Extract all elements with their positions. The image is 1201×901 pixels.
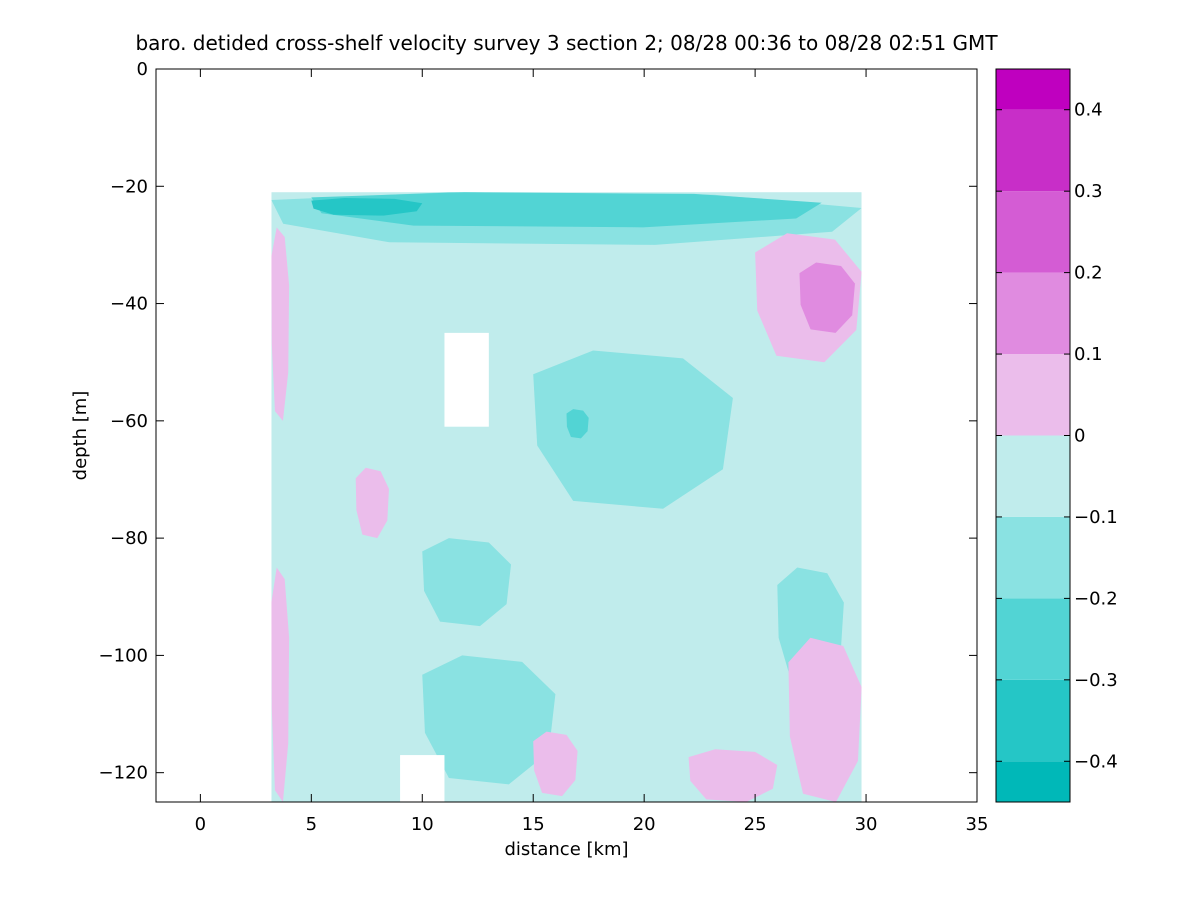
contour-region: [799, 262, 855, 333]
contour-region: [311, 198, 423, 216]
chart-title: baro. detided cross-shelf velocity surve…: [135, 31, 998, 55]
contour-field: [271, 192, 862, 803]
colorbar-tick-label: 0.2: [1074, 263, 1103, 284]
contour-region: [788, 637, 862, 802]
colorbar-band: [996, 109, 1070, 192]
contour-region: [566, 409, 589, 439]
contour-region: [688, 749, 778, 802]
x-tick-label: 30: [855, 814, 878, 835]
colorbar-band: [996, 679, 1070, 762]
x-tick-label: 25: [744, 814, 767, 835]
colorbar-tick-label: −0.3: [1074, 670, 1118, 691]
colorbar-band: [996, 354, 1070, 436]
colorbar-tick-label: −0.1: [1074, 507, 1118, 528]
contour-region: [271, 227, 290, 421]
contour-region: [422, 538, 512, 627]
colorbar-tick-label: 0.1: [1074, 344, 1103, 365]
colorbar-band: [996, 191, 1070, 273]
x-tick-label: 5: [306, 814, 317, 835]
colorbar-band: [996, 516, 1070, 599]
x-tick-label: 15: [522, 814, 545, 835]
y-axis-label: depth [m]: [70, 391, 91, 481]
colorbar-tick-label: 0.3: [1074, 181, 1103, 202]
y-tick-label: −20: [110, 176, 148, 197]
colorbar: −0.4 −0.3 −0.2 −0.1 0 0.1 0.2 0.3 0.4: [995, 68, 1118, 803]
x-tick-label: 35: [966, 814, 989, 835]
y-tick-label: 0: [137, 59, 148, 80]
contour-region: [271, 567, 290, 802]
colorbar-band: [996, 272, 1070, 355]
colorbar-band: [996, 761, 1070, 802]
colorbar-tick-label: 0: [1074, 426, 1085, 447]
y-tick-label: −80: [110, 528, 148, 549]
colorbar-band: [996, 598, 1070, 680]
contour-region: [355, 467, 389, 539]
x-tick-label: 0: [195, 814, 206, 835]
contour-region: [311, 192, 822, 228]
contour-region: [422, 655, 556, 785]
x-tick-label: 20: [633, 814, 656, 835]
x-tick-label: 10: [411, 814, 434, 835]
colorbar-band: [996, 435, 1070, 517]
colorbar-tick-label: −0.2: [1074, 588, 1118, 609]
colorbar-band: [996, 69, 1070, 110]
plot-frame: [155, 68, 978, 803]
plot-area: 0 5 10 15 20 25 30 35 0 −20 −40 −60 −80 −100 −120: [99, 59, 989, 835]
contour-region: [533, 731, 578, 797]
contour-region: [533, 350, 733, 509]
y-tick-label: −100: [99, 645, 148, 666]
x-axis-label: distance [km]: [505, 839, 629, 860]
y-tick-label: −120: [99, 763, 148, 784]
y-tick-label: −60: [110, 411, 148, 432]
colorbar-tick-label: −0.4: [1074, 751, 1118, 772]
y-tick-label: −40: [110, 294, 148, 315]
colorbar-tick-label: 0.4: [1074, 100, 1103, 121]
data-gap: [444, 332, 489, 427]
